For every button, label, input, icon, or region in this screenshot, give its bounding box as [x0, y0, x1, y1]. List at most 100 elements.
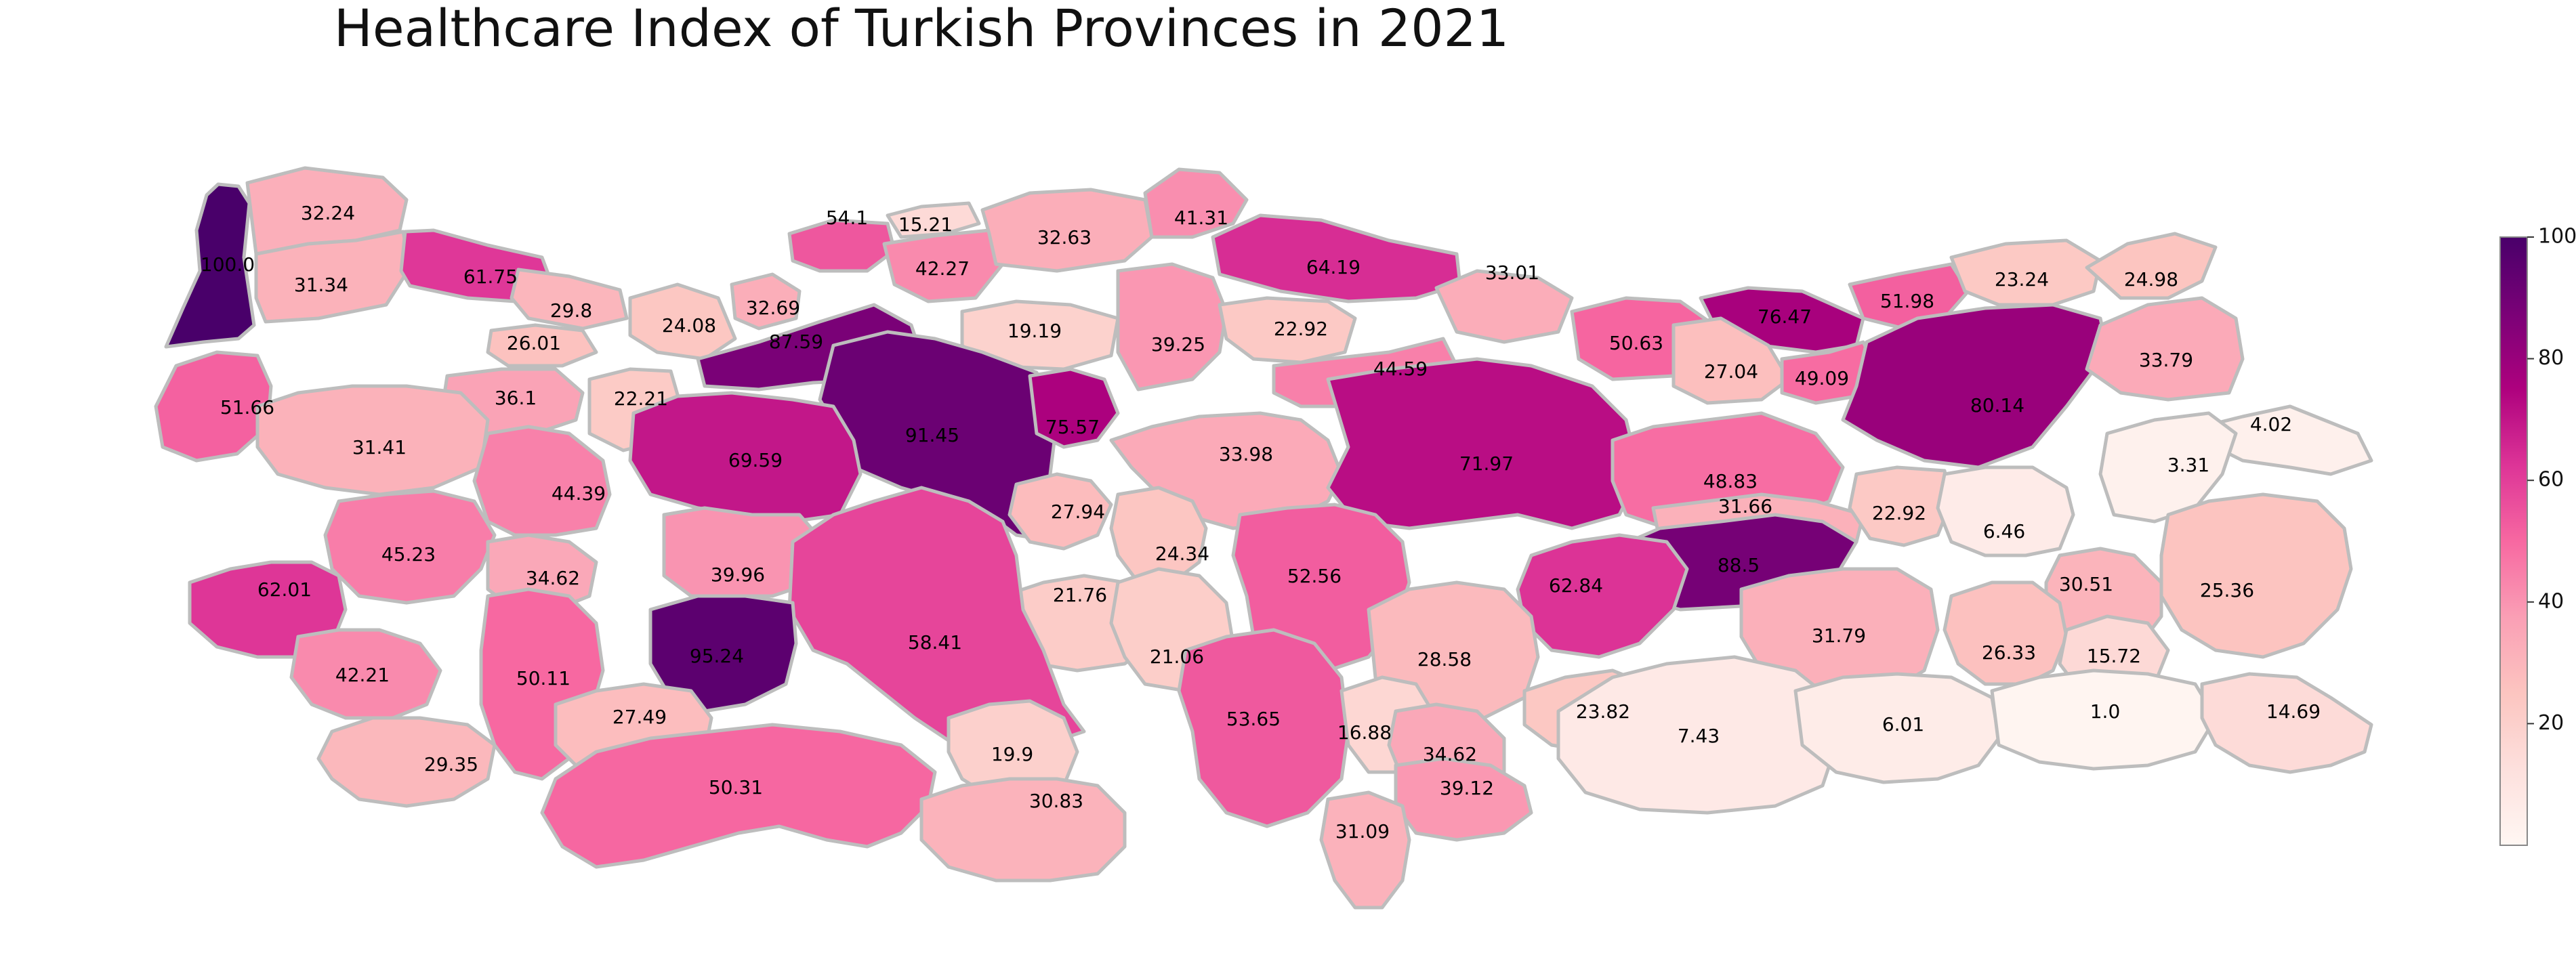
colorbar-tick-label: 20 [2538, 711, 2564, 735]
province-region [472, 425, 612, 537]
colorbar-ticks: 20 40 60 80 100 [2527, 225, 2576, 735]
province-value-label: 15.72 [2087, 645, 2141, 667]
province-layer [154, 166, 2373, 910]
province-value-label: 16.88 [1337, 721, 1392, 744]
province-value-label: 49.09 [1795, 367, 1849, 389]
province-value-label: 31.79 [1812, 624, 1866, 647]
province-value-label: 27.04 [1704, 360, 1758, 383]
colorbar-tick-label: 80 [2538, 346, 2564, 370]
province-value-label: 50.63 [1609, 332, 1663, 354]
province-region [628, 391, 863, 524]
province-value-label: 27.49 [612, 706, 667, 728]
province-region [1143, 167, 1249, 239]
province-region [164, 182, 256, 349]
colorbar-tick-label: 100 [2538, 225, 2576, 249]
province-value-label: 87.59 [769, 331, 823, 353]
province-region [510, 268, 629, 331]
province-value-label: 32.63 [1037, 226, 1092, 249]
province-region [323, 489, 497, 605]
province-region [1671, 316, 1791, 405]
province-value-label: 39.25 [1151, 333, 1205, 356]
province-value-label: 19.19 [1007, 320, 1062, 342]
province-region [1394, 757, 1533, 842]
province-value-label: 62.01 [257, 578, 312, 601]
province-value-label: 22.92 [1872, 502, 1926, 524]
province-value-label: 29.8 [550, 299, 592, 322]
province-value-label: 36.1 [495, 387, 537, 409]
province-region [2098, 411, 2238, 524]
province-region [730, 272, 802, 331]
province-region [1990, 668, 2218, 771]
province-value-label: 88.5 [1718, 554, 1760, 576]
province-value-label: 75.57 [1045, 416, 1100, 438]
province-value-label: 21.06 [1150, 645, 1204, 668]
province-value-label: 33.79 [2139, 349, 2193, 371]
province-value-label: 31.66 [1718, 495, 1772, 517]
province-value-label: 100.0 [201, 253, 255, 276]
province-value-label: 61.75 [463, 266, 518, 288]
province-value-label: 45.23 [381, 543, 436, 566]
province-value-label: 44.39 [552, 482, 606, 505]
province-region [2085, 232, 2218, 300]
page-title: Healthcare Index of Turkish Provinces in… [333, 0, 1510, 58]
province-region [2159, 492, 2353, 659]
province-region [1326, 357, 1642, 530]
province-region [919, 777, 1127, 883]
province-value-label: 41.31 [1174, 207, 1228, 229]
province-value-label: 31.34 [294, 274, 348, 296]
province-value-label: 21.76 [1053, 584, 1107, 606]
province-value-label: 71.97 [1459, 452, 1514, 475]
colorbar-tick-label: 40 [2538, 589, 2564, 613]
province-region [1007, 472, 1113, 551]
province-region [886, 201, 981, 239]
province-value-label: 31.09 [1335, 820, 1390, 843]
province-value-label: 23.24 [1995, 268, 2049, 291]
province-value-label: 23.82 [1576, 700, 1630, 723]
province-value-label: 25.36 [2200, 579, 2254, 601]
colorbar-gradient [2499, 236, 2528, 846]
province-value-label: 22.92 [1274, 318, 1328, 340]
province-value-label: 80.14 [1970, 394, 2024, 417]
province-value-label: 95.24 [690, 645, 744, 667]
province-region [188, 560, 348, 659]
province-region [1218, 296, 1357, 364]
province-value-label: 58.41 [908, 631, 962, 654]
province-region [1177, 628, 1350, 828]
colorbar: 20 40 60 80 100 [2499, 225, 2576, 846]
province-value-label: 76.47 [1758, 305, 1812, 328]
province-value-label: 69.59 [728, 449, 783, 471]
province-region [1028, 367, 1120, 449]
province-value-label: 34.62 [1423, 743, 1477, 765]
province-value-label: 91.45 [905, 424, 959, 446]
province-value-label: 44.59 [1373, 358, 1428, 380]
province-region [980, 188, 1154, 273]
province-value-label: 4.02 [2250, 413, 2292, 436]
province-value-label: 52.56 [1287, 565, 1342, 587]
province-region [254, 230, 412, 324]
province-value-label: 50.11 [516, 667, 570, 689]
province-value-label: 62.84 [1549, 574, 1603, 597]
province-region [540, 723, 937, 869]
province-value-label: 26.33 [1982, 641, 2036, 664]
province-value-label: 34.62 [526, 567, 580, 589]
province-value-label: 6.01 [1882, 713, 1924, 736]
colorbar-tick-label: 60 [2538, 468, 2564, 492]
province-value-label: 50.31 [709, 776, 763, 799]
province-value-label: 14.69 [2266, 700, 2321, 723]
province-region [1936, 465, 2075, 557]
province-value-label: 19.9 [991, 743, 1033, 765]
province-region [1841, 303, 2109, 469]
province-value-label: 42.21 [335, 664, 390, 686]
province-value-label: 28.58 [1417, 648, 1472, 671]
province-region [1949, 238, 2102, 307]
province-value-label: 54.1 [826, 207, 868, 229]
province-region [1793, 672, 2001, 784]
province-value-label: 51.66 [220, 396, 274, 419]
province-value-label: 7.43 [1678, 725, 1720, 747]
province-value-label: 3.31 [2167, 454, 2209, 476]
province-region [2085, 296, 2245, 402]
province-value-label: 30.51 [2059, 573, 2113, 595]
province-region [1848, 465, 1953, 547]
province-value-label: 1.0 [2090, 700, 2121, 723]
